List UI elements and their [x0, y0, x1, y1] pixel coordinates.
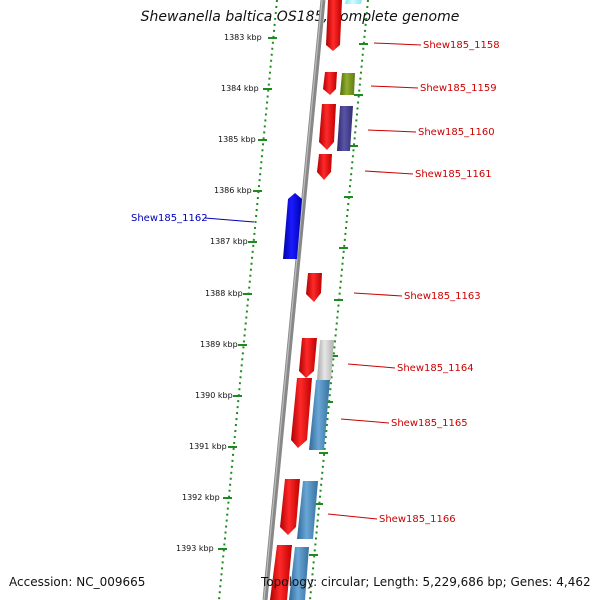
kbp-label: 1387 kbp — [210, 237, 248, 246]
leader-line — [364, 170, 414, 175]
genome-backbone-highlight — [263, 0, 323, 600]
gene-shew185-1166[interactable] — [280, 479, 300, 535]
genome-title: Shewanella baltica OS185, complete genom… — [140, 9, 460, 25]
gene-shew185-1166-steel[interactable] — [297, 481, 318, 539]
kbp-label: 1389 kbp — [200, 340, 238, 349]
leader-line — [367, 129, 417, 133]
gene-bottom-red[interactable] — [270, 545, 292, 600]
gene-shew185-1164-grey[interactable] — [317, 340, 334, 380]
gene-label-shew185-1163[interactable]: Shew185_1163 — [404, 291, 481, 302]
gene-shew185-1163[interactable] — [306, 273, 322, 302]
leader-line — [373, 42, 422, 46]
gene-label-shew185-1160[interactable]: Shew185_1160 — [418, 127, 495, 138]
kbp-label: 1390 kbp — [195, 391, 233, 400]
gene-bottom-steel[interactable] — [289, 547, 309, 600]
genome-backbone — [262, 0, 326, 600]
gene-shew185-1159-olive[interactable] — [340, 73, 355, 95]
topology-info: Topology: circular; Length: 5,229,686 bp… — [261, 575, 591, 589]
gene-label-shew185-1165[interactable]: Shew185_1165 — [391, 418, 468, 429]
kbp-label: 1383 kbp — [224, 33, 262, 42]
gene-shew185-1161[interactable] — [317, 154, 332, 180]
gene-features — [270, 0, 362, 600]
gene-label-shew185-1159[interactable]: Shew185_1159 — [420, 83, 497, 94]
gene-shew185-1162[interactable] — [283, 193, 302, 259]
gene-shew185-1158[interactable] — [326, 0, 342, 51]
leader-line — [327, 513, 378, 520]
kbp-label: 1385 kbp — [218, 135, 256, 144]
kbp-label: 1391 kbp — [189, 442, 227, 451]
kbp-label: 1392 kbp — [182, 493, 220, 502]
gene-shew185-1164[interactable] — [299, 338, 317, 378]
kbp-label: 1393 kbp — [176, 544, 214, 553]
inner-tick-track — [218, 0, 278, 600]
kbp-labels: 1383 kbp 1384 kbp 1385 kbp 1386 kbp 1387… — [176, 33, 262, 553]
gene-shew185-1165-steel[interactable] — [309, 380, 330, 450]
accession-label: Accession: NC_009665 — [9, 575, 146, 589]
gene-label-shew185-1158[interactable]: Shew185_1158 — [423, 40, 500, 51]
gene-shew185-1160[interactable] — [319, 104, 336, 150]
kbp-label: 1384 kbp — [221, 84, 259, 93]
gene-neighbor-cyan[interactable] — [345, 0, 362, 4]
label-leaders — [204, 42, 422, 520]
gene-label-shew185-1164[interactable]: Shew185_1164 — [397, 363, 474, 374]
leader-line — [353, 292, 403, 297]
gene-shew185-1165[interactable] — [291, 378, 312, 448]
gene-shew185-1160-purple[interactable] — [337, 106, 353, 151]
gene-name-labels: Shew185_1158 Shew185_1159 Shew185_1160 S… — [131, 40, 500, 525]
kbp-label: 1386 kbp — [214, 186, 252, 195]
gene-label-shew185-1162[interactable]: Shew185_1162 — [131, 213, 208, 224]
gene-label-shew185-1166[interactable]: Shew185_1166 — [379, 514, 456, 525]
gene-shew185-1159[interactable] — [323, 72, 337, 95]
leader-line — [340, 418, 390, 424]
gene-label-shew185-1161[interactable]: Shew185_1161 — [415, 169, 492, 180]
leader-line — [204, 217, 255, 223]
leader-line — [347, 363, 396, 369]
kbp-label: 1388 kbp — [205, 289, 243, 298]
leader-line — [370, 85, 419, 89]
